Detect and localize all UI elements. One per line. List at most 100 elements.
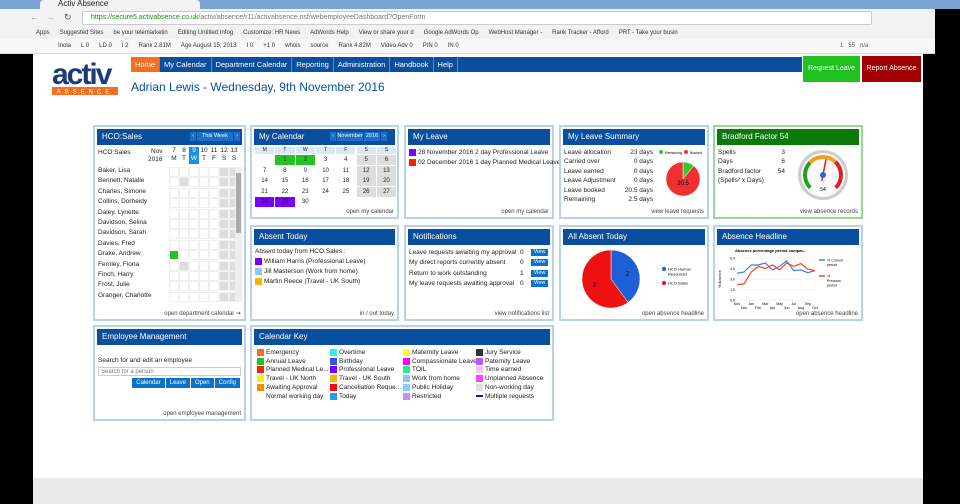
view-notifications-link[interactable]: view notifications list [494,311,549,317]
calendar-cell[interactable] [219,187,229,198]
calendar-cell[interactable] [189,187,199,198]
calendar-day[interactable]: 25 [336,186,356,197]
bookmark-item[interactable]: Suggested Sites [59,30,104,36]
calendar-day[interactable]: 9 [295,165,315,176]
calendar-cell[interactable] [219,291,229,302]
employee-search-input[interactable] [98,367,241,376]
calendar-cell[interactable] [219,167,229,177]
calendar-cell[interactable] [209,260,219,271]
calendar-cell[interactable] [189,260,199,271]
calendar-cell[interactable] [209,271,219,281]
calendar-cell[interactable] [189,271,199,281]
calendar-cell[interactable] [219,229,229,240]
employee-name[interactable]: Collins, Dorheidy [98,198,148,206]
calendar-cell[interactable] [169,229,179,240]
reload-icon[interactable]: ↻ [64,12,72,22]
bookmark-item[interactable]: Editing Untitled Infog [177,30,234,36]
config-button[interactable]: Config [214,378,240,388]
day-column-header[interactable]: 12 S [219,147,229,164]
calendar-cell[interactable] [219,208,229,219]
employee-name[interactable]: Daley, Lynette [98,208,139,216]
forward-icon[interactable]: → [46,12,55,22]
calendar-day[interactable]: 11 [336,165,356,176]
calendar-cell[interactable] [209,187,219,198]
calendar-cell[interactable] [189,250,199,261]
employee-name[interactable]: Frost, Julie [98,281,130,289]
calendar-day[interactable]: 23 [295,186,315,197]
calendar-day[interactable]: 30 [295,197,315,207]
calendar-cell[interactable] [169,167,179,177]
calendar-day[interactable]: 20 [376,176,397,186]
employee-name[interactable]: Granger, Charlotte [98,291,152,299]
nav-reporting[interactable]: Reporting [292,57,334,72]
calendar-cell[interactable] [199,198,209,209]
view-absence-records-link[interactable]: view absence records [799,209,858,215]
calendar-cell[interactable] [189,239,199,250]
nav-my-calendar[interactable]: My Calendar [160,57,212,72]
calendar-cell[interactable] [209,177,219,188]
next-month-button[interactable]: › [381,132,387,141]
calendar-cell[interactable] [179,250,189,261]
nav-administration[interactable]: Administration [334,57,391,72]
open-employee-management-link[interactable]: open employee management [163,411,241,417]
calendar-cell[interactable] [199,208,209,219]
calendar-cell[interactable] [179,271,189,281]
calendar-cell[interactable] [209,208,219,219]
view-leave-requests-link[interactable]: view leave requests [651,209,704,215]
calendar-cell[interactable] [209,239,219,250]
open-button[interactable]: Open [190,378,214,388]
calendar-day[interactable]: 10 [315,165,336,176]
calendar-cell[interactable] [179,291,189,302]
calendar-cell[interactable] [179,229,189,240]
view-button[interactable]: View [531,279,548,287]
bookmark-item[interactable]: AdWords Help [310,30,349,36]
nav-home[interactable]: Home [131,57,161,72]
calendar-cell[interactable] [169,198,179,209]
calendar-day[interactable]: 2 [295,155,315,165]
employee-name[interactable]: Finch, Harry [98,271,134,278]
calendar-cell[interactable] [219,198,229,209]
calendar-button[interactable]: Calendar [132,378,165,388]
calendar-day[interactable]: 29 [275,197,295,207]
calendar-cell[interactable] [169,260,179,271]
calendar-day[interactable]: 16 [295,176,315,186]
employee-name[interactable]: Bennett, Natalie [98,177,145,185]
calendar-day[interactable]: 12 [356,165,376,176]
calendar-cell[interactable] [219,260,229,271]
prev-month-button[interactable]: ‹ [330,132,336,141]
calendar-cell[interactable] [169,271,179,281]
browser-tab[interactable]: Activ Absence [40,0,200,9]
calendar-day[interactable]: 6 [376,155,397,165]
calendar-cell[interactable] [219,219,229,229]
bookmark-item[interactable]: View or share your d [358,30,414,36]
calendar-cell[interactable] [219,271,229,281]
calendar-cell[interactable] [209,229,219,240]
employee-name[interactable]: Charles, Simone [98,187,147,195]
calendar-day[interactable]: 22 [275,186,295,197]
calendar-day[interactable]: 17 [315,176,336,186]
calendar-cell[interactable] [179,177,189,188]
calendar-cell[interactable] [169,208,179,219]
calendar-cell[interactable] [189,291,199,302]
bookmark-item[interactable]: Customize: HR News [243,30,301,36]
calendar-cell[interactable] [179,198,189,209]
calendar-day[interactable]: 24 [315,186,336,197]
calendar-day[interactable]: 18 [336,176,356,186]
back-icon[interactable]: ← [30,12,39,22]
calendar-cell[interactable] [189,219,199,229]
calendar-cell[interactable] [209,167,219,177]
month-select[interactable]: November [337,132,363,141]
calendar-cell[interactable] [179,187,189,198]
calendar-cell[interactable] [189,281,199,292]
in-out-today-link[interactable]: in / out today [359,311,394,317]
calendar-day[interactable]: 15 [275,176,295,186]
calendar-cell[interactable] [189,167,199,177]
calendar-day[interactable]: 21 [255,186,275,197]
calendar-cell[interactable] [179,219,189,229]
list-item[interactable]: 02 December 2016 1 day Planned Medical L… [409,159,560,166]
calendar-cell[interactable] [199,229,209,240]
calendar-cell[interactable] [169,219,179,229]
calendar-cell[interactable] [169,239,179,250]
